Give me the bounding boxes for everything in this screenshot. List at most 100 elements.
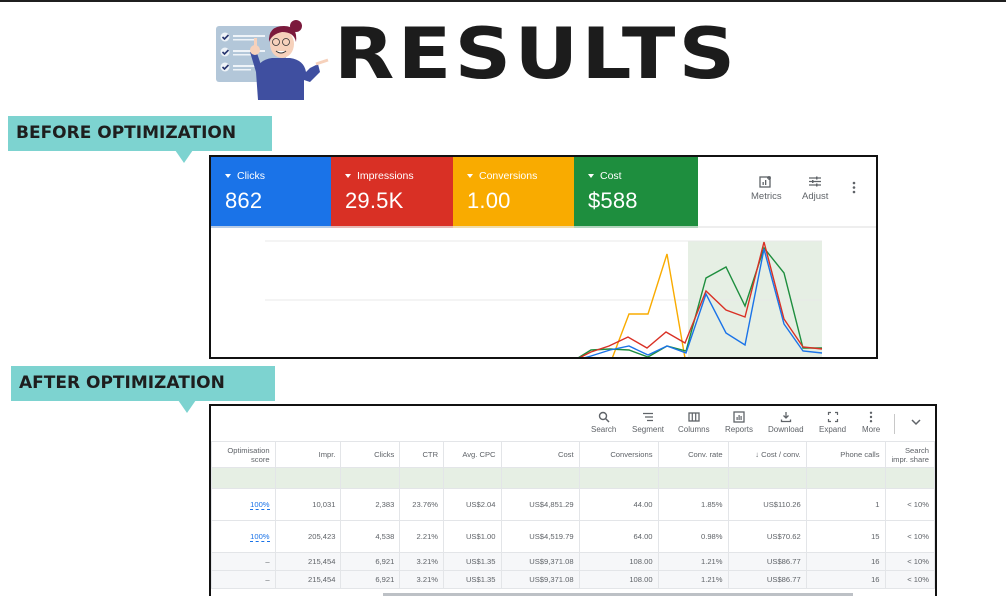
metric-tile-clicks[interactable]: Clicks 862 [211,157,331,226]
cell-conversions: 44.00 [578,488,659,521]
metric-label: Clicks [237,170,265,182]
reports-button[interactable]: Reports [725,411,753,434]
col-cost-per-conv[interactable]: ↓ Cost / conv. [727,441,807,468]
dropdown-caret-icon [345,174,351,178]
optimisation-score-link[interactable]: 100% [211,520,276,553]
col-ctr[interactable]: CTR [399,441,445,468]
cell-cost-per-conv: US$70.62 [727,520,807,553]
metric-tile-conversions[interactable]: Conversions 1.00 [453,157,574,226]
more-vert-icon [869,411,873,423]
columns-button[interactable]: Columns [678,411,710,434]
cell-phone-calls: 15 [805,520,886,553]
empty-cell [578,467,659,489]
metrics-label: Metrics [751,191,782,202]
series-impressions [579,241,823,357]
download-label: Download [768,425,804,434]
collapse-toggle-button[interactable] [911,419,921,428]
more-options-button[interactable] [852,181,856,197]
score-value[interactable]: 100% [250,532,270,542]
after-campaign-table-panel: Search Segment Columns Reports Download … [209,404,937,596]
campaign-table: Optimisation score Impr. Clicks CTR Avg.… [211,441,935,589]
cell-avg-cpc: US$1.35 [443,570,502,589]
cell-cost: US$9,371.08 [500,570,580,589]
col-conversions[interactable]: Conversions [578,441,659,468]
before-optimization-label: BEFORE OPTIMIZATION [8,116,272,163]
cell-search-impr-share: < 10% [884,488,935,521]
expand-button[interactable]: Expand [819,411,846,434]
table-row: 100% 10,031 2,383 23.76% US$2.04 US$4,85… [211,488,935,521]
table-toolbar: Search Segment Columns Reports Download … [211,406,935,440]
col-avg-cpc[interactable]: Avg. CPC [443,441,502,468]
table-total-row: – 215,454 6,921 3.21% US$1.35 US$9,371.0… [211,552,935,571]
columns-label: Columns [678,425,710,434]
cell-phone-calls: 1 [805,488,886,521]
empty-cell [884,467,935,489]
cell-phone-calls: 16 [805,570,886,589]
woman-pointing-checklist-illustration [216,20,329,100]
top-border [0,0,1006,2]
download-icon [780,412,791,423]
dropdown-caret-icon [225,174,231,178]
segment-icon [643,412,654,422]
horizontal-scrollbar[interactable] [383,593,853,596]
chart-tools: Metrics Adjust [698,157,876,226]
cell-conv-rate: 1.21% [657,552,729,571]
table-total-row: – 215,454 6,921 3.21% US$1.35 US$9,371.0… [211,570,935,589]
col-optimisation-score[interactable]: Optimisation score [211,441,276,468]
empty-cell [443,467,502,489]
before-performance-panel: Clicks 862 Impressions 29.5K Conversions… [209,155,878,359]
cell-conv-rate: 1.85% [657,488,729,521]
col-clicks[interactable]: Clicks [340,441,401,468]
search-label: Search [591,425,617,434]
cell-search-impr-share: < 10% [884,520,935,553]
adjust-button[interactable]: Adjust [802,175,828,202]
col-search-impr-share[interactable]: Search impr. share [884,441,935,468]
tile-underline [211,226,331,228]
cell-cost-per-conv: US$86.77 [727,570,807,589]
empty-cell [274,467,342,489]
cell-search-impr-share: < 10% [884,552,935,571]
cell-conversions: 64.00 [578,520,659,553]
more-button[interactable]: More [862,411,880,434]
table-row: 100% 205,423 4,538 2.21% US$1.00 US$4,51… [211,520,935,553]
cell-clicks: 6,921 [340,570,401,589]
score-value[interactable]: 100% [250,500,270,510]
optimisation-score-link[interactable]: 100% [211,488,276,521]
empty-cell [399,467,445,489]
cell-clicks: 4,538 [340,520,401,553]
cell-conversions: 108.00 [578,570,659,589]
tile-underline [698,226,876,228]
col-cost[interactable]: Cost [500,441,580,468]
metrics-icon [759,176,772,188]
cell-cost: US$4,519.79 [500,520,580,553]
metric-value: $588 [588,188,638,213]
cell-avg-cpc: US$2.04 [443,488,502,521]
cell-impr: 10,031 [274,488,342,521]
col-conv-rate[interactable]: Conv. rate [657,441,729,468]
series-clicks [584,248,823,357]
cell-ctr: 2.21% [399,520,445,553]
performance-line-chart [265,240,823,357]
empty-cell [211,467,276,489]
cell-ctr: 3.21% [399,552,445,571]
segment-button[interactable]: Segment [632,411,664,434]
cell-conversions: 108.00 [578,552,659,571]
tile-underline [331,226,453,228]
search-button[interactable]: Search [591,411,616,434]
cell-clicks: 6,921 [340,552,401,571]
table-filter-row [211,467,935,489]
col-phone-calls[interactable]: Phone calls [805,441,886,468]
metrics-button[interactable]: Metrics [751,175,782,202]
cell-avg-cpc: US$1.00 [443,520,502,553]
reports-icon [733,411,745,423]
metric-tile-cost[interactable]: Cost $588 [574,157,698,226]
col-impressions[interactable]: Impr. [274,441,342,468]
metric-value: 1.00 [467,188,511,213]
more-label: More [862,425,881,434]
metric-value: 862 [225,188,263,213]
cell-impr: 215,454 [274,552,342,571]
cell-avg-cpc: US$1.35 [443,552,502,571]
metric-value: 29.5K [345,188,404,213]
download-button[interactable]: Download [768,411,804,434]
metric-tile-impressions[interactable]: Impressions 29.5K [331,157,453,226]
